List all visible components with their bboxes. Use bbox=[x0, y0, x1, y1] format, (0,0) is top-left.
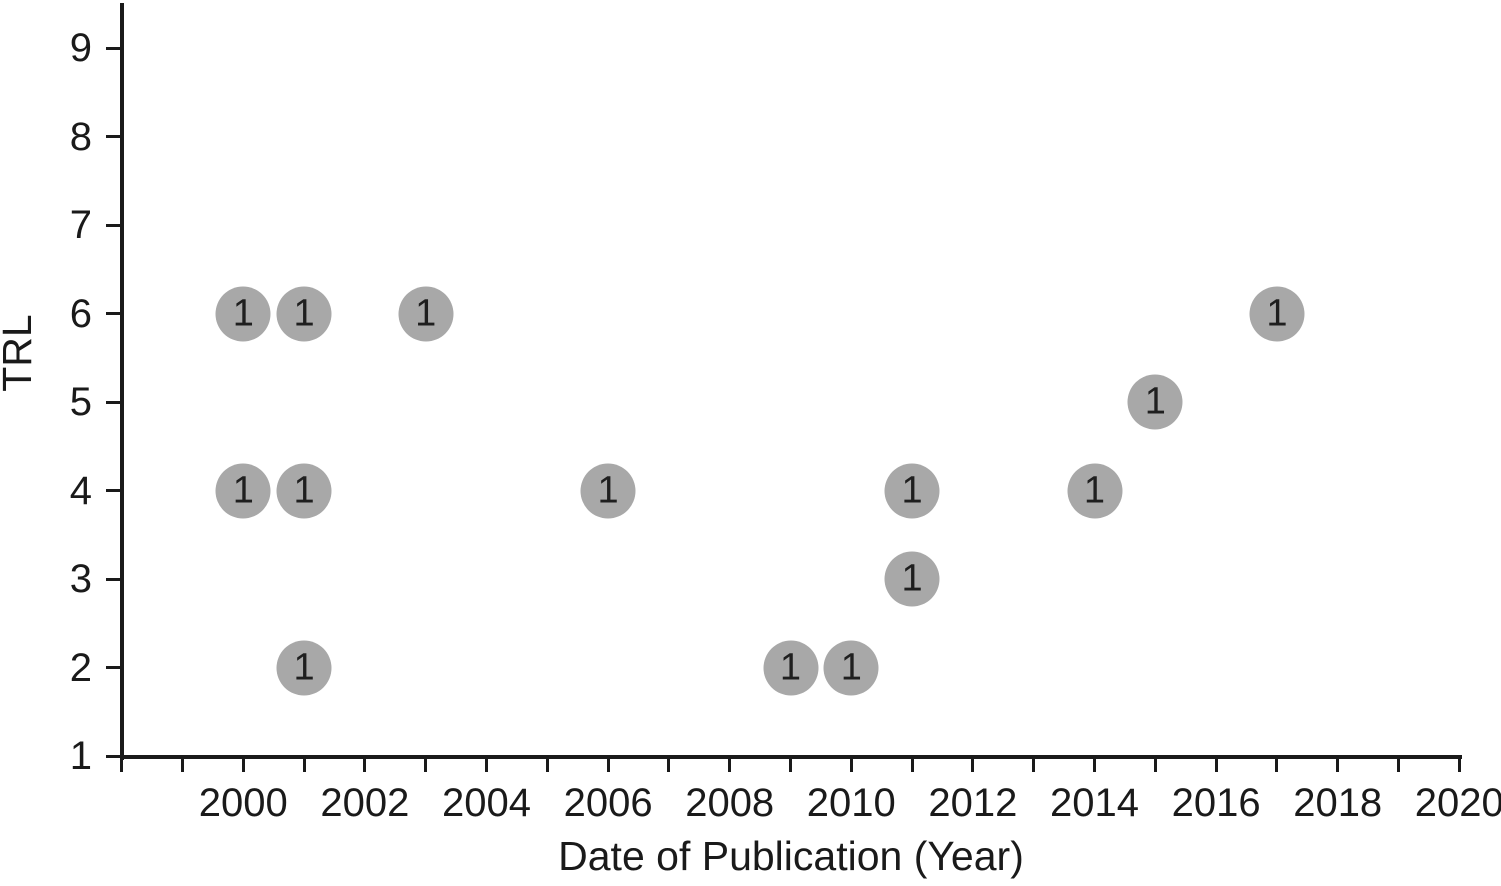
bubble-2000-trl6: 1 bbox=[215, 286, 271, 341]
x-axis-tick-2019 bbox=[1397, 759, 1400, 772]
y-axis-tick-1 bbox=[106, 754, 120, 758]
bubble-2000-trl4: 1 bbox=[215, 463, 271, 518]
bubble-2001-trl4: 1 bbox=[276, 463, 332, 518]
x-axis-tick-2009 bbox=[789, 759, 792, 772]
bubble-2009-trl2: 1 bbox=[763, 640, 818, 695]
y-axis-title: TRL bbox=[0, 314, 40, 392]
x-axis-tick-2014 bbox=[1093, 759, 1096, 772]
x-axis-tick-2011 bbox=[910, 759, 914, 772]
x-axis-tick-1998 bbox=[120, 759, 124, 772]
x-tick-label-2010: 2010 bbox=[806, 781, 896, 825]
x-axis-tick-2004 bbox=[485, 759, 488, 772]
bubble-2011-trl4: 1 bbox=[884, 463, 940, 518]
x-axis-tick-2007 bbox=[667, 759, 671, 772]
y-tick-label-3: 3 bbox=[69, 557, 92, 601]
bubble-2003-trl6: 1 bbox=[398, 286, 454, 341]
y-axis-line bbox=[120, 3, 124, 760]
y-tick-label-1: 1 bbox=[69, 734, 92, 778]
y-axis-tick-9 bbox=[106, 46, 120, 50]
x-axis-line bbox=[120, 755, 1462, 759]
x-tick-label-2014: 2014 bbox=[1050, 781, 1139, 825]
y-tick-label-8: 8 bbox=[69, 114, 92, 159]
y-tick-label-9: 9 bbox=[69, 26, 92, 70]
x-axis-tick-2016 bbox=[1214, 759, 1218, 772]
x-axis-title: Date of Publication (Year) bbox=[558, 833, 1024, 879]
x-axis-tick-2006 bbox=[606, 759, 610, 772]
bubble-2011-trl3: 1 bbox=[884, 551, 940, 607]
bubble-2017-trl6: 1 bbox=[1249, 286, 1305, 341]
x-axis-tick-2013 bbox=[1032, 759, 1036, 772]
x-axis-tick-2000 bbox=[241, 759, 245, 772]
x-axis-tick-2017 bbox=[1275, 759, 1279, 772]
y-tick-label-6: 6 bbox=[69, 291, 92, 336]
x-axis-tick-2020 bbox=[1457, 759, 1461, 772]
bubble-2006-trl4: 1 bbox=[580, 463, 636, 518]
y-axis-tick-3 bbox=[106, 577, 120, 581]
y-tick-label-7: 7 bbox=[69, 203, 92, 247]
x-tick-label-2006: 2006 bbox=[563, 781, 653, 825]
x-axis-tick-2010 bbox=[849, 759, 853, 772]
x-tick-label-2016: 2016 bbox=[1171, 781, 1261, 825]
x-axis-tick-1999 bbox=[181, 759, 184, 772]
x-tick-label-2012: 2012 bbox=[928, 781, 1018, 825]
y-tick-label-2: 2 bbox=[69, 645, 92, 690]
x-axis-tick-2003 bbox=[424, 759, 428, 772]
x-axis-tick-2001 bbox=[302, 759, 306, 772]
y-tick-label-4: 4 bbox=[69, 468, 92, 513]
x-axis-tick-2012 bbox=[971, 759, 975, 772]
y-axis-tick-2 bbox=[106, 666, 120, 669]
x-tick-label-2002: 2002 bbox=[320, 781, 410, 825]
bubble-2010-trl2: 1 bbox=[823, 640, 879, 695]
bubble-2015-trl5: 1 bbox=[1127, 374, 1183, 430]
y-axis-tick-7 bbox=[106, 223, 120, 227]
x-axis-tick-2002 bbox=[363, 759, 367, 772]
x-tick-label-2018: 2018 bbox=[1293, 781, 1383, 825]
x-tick-label-2000: 2000 bbox=[198, 781, 288, 825]
y-axis-tick-5 bbox=[106, 400, 120, 404]
y-tick-label-5: 5 bbox=[69, 380, 92, 424]
x-axis-tick-2018 bbox=[1336, 759, 1340, 772]
bubble-2014-trl4: 1 bbox=[1067, 463, 1122, 518]
y-axis-tick-8 bbox=[106, 135, 120, 138]
bubble-2001-trl2: 1 bbox=[276, 640, 332, 695]
y-axis-tick-6 bbox=[106, 312, 120, 315]
x-tick-label-2004: 2004 bbox=[442, 781, 531, 825]
x-tick-label-2008: 2008 bbox=[685, 781, 775, 825]
bubble-2001-trl6: 1 bbox=[276, 286, 332, 341]
x-axis-tick-2015 bbox=[1153, 759, 1157, 772]
x-axis-tick-2008 bbox=[728, 759, 732, 772]
x-tick-label-2020: 2020 bbox=[1414, 781, 1501, 825]
y-axis-tick-4 bbox=[106, 489, 120, 492]
x-axis-tick-2005 bbox=[545, 759, 549, 772]
